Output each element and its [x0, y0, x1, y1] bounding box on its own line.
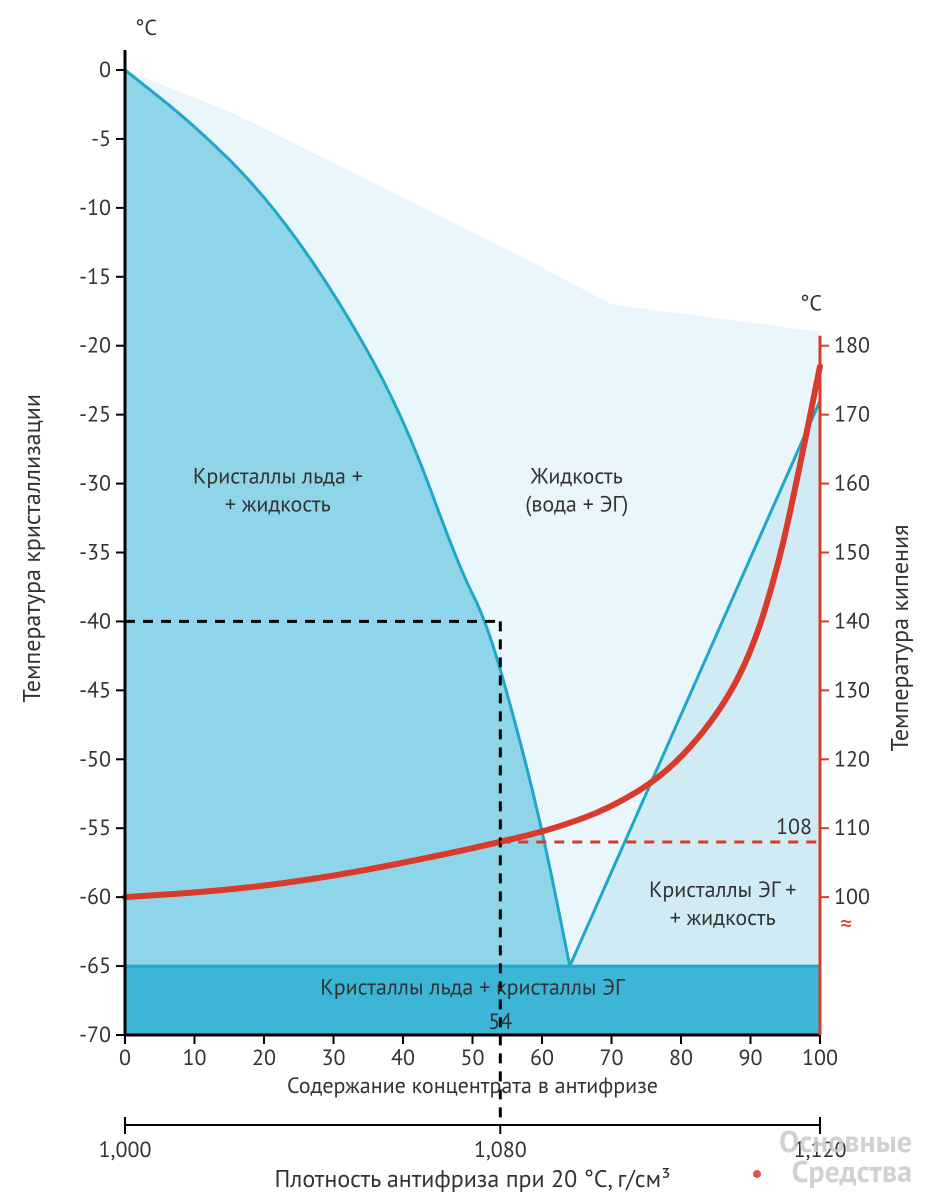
- x-conc-tick-label: 50: [461, 1044, 485, 1072]
- y-left-tick-label: -65: [79, 952, 111, 980]
- x-conc-tick-label: 10: [183, 1044, 207, 1072]
- y-left-tick-label: -35: [79, 539, 111, 567]
- y-right-tick-label: 130: [834, 676, 870, 704]
- axis-break-icon: ≈: [840, 908, 852, 939]
- y-left-unit: °C: [135, 14, 157, 42]
- y-right-unit: °C: [800, 290, 822, 318]
- y-right-tick-label: 140: [834, 607, 870, 635]
- x-conc-tick-label: 60: [530, 1044, 554, 1072]
- y-left-tick-label: -70: [79, 1021, 111, 1049]
- y-left-tick-label: -5: [91, 125, 111, 153]
- x-conc-tick-label: 100: [802, 1044, 838, 1072]
- x-conc-tick-label: 0: [119, 1044, 131, 1072]
- phase-diagram-chart: 108-70-65-60-55-50-45-40-35-30-25-20-15-…: [0, 0, 932, 1200]
- y-right-tick-label: 100: [834, 883, 870, 911]
- x-density-tick-label: 1,080: [474, 1136, 527, 1164]
- x-density-axis-label: Плотность антифриза при 20 °C, г/см³: [274, 1163, 670, 1194]
- label-ice-liquid-2: + жидкость: [225, 491, 331, 519]
- label-eg-liquid-1: Кристаллы ЭГ +: [649, 876, 796, 904]
- x-conc-axis-label: Содержание концентрата в антифризе: [287, 1072, 658, 1100]
- y-right-tick-label: 180: [834, 332, 870, 360]
- x-conc-tick-label: 70: [600, 1044, 624, 1072]
- x-density-tick-label: 1,000: [99, 1136, 152, 1164]
- y-left-tick-label: -15: [79, 263, 111, 291]
- y-left-tick-label: -40: [79, 607, 111, 635]
- y-right-tick-label: 160: [834, 470, 870, 498]
- x-conc-tick-label: 20: [252, 1044, 276, 1072]
- y-left-tick-label: -20: [79, 332, 111, 360]
- x-conc-tick-label: 80: [669, 1044, 693, 1072]
- label-ice-eg: Кристаллы льда + кристаллы ЭГ: [320, 974, 626, 1002]
- y-left-tick-label: -50: [79, 745, 111, 773]
- x-conc-tick-label: 40: [391, 1044, 415, 1072]
- annot-108: 108: [776, 813, 812, 841]
- chart-svg: 108-70-65-60-55-50-45-40-35-30-25-20-15-…: [0, 0, 932, 1200]
- svg-text:Средства: Средства: [792, 1152, 912, 1191]
- x-mark-54: 54: [488, 1008, 512, 1036]
- y-left-tick-label: -30: [79, 470, 111, 498]
- y-right-tick-label: 170: [834, 401, 870, 429]
- label-liquid-2: (вода + ЭГ): [525, 491, 628, 519]
- y-left-tick-label: 0: [99, 56, 111, 84]
- y-left-tick-label: -60: [79, 883, 111, 911]
- y-right-tick-label: 120: [834, 745, 870, 773]
- y-left-tick-label: -25: [79, 401, 111, 429]
- y-left-tick-label: -10: [79, 194, 111, 222]
- y-right-tick-label: 150: [834, 539, 870, 567]
- x-conc-tick-label: 90: [739, 1044, 763, 1072]
- y-right-tick-label: 110: [834, 814, 870, 842]
- label-eg-liquid-2: + жидкость: [670, 904, 776, 932]
- y-left-tick-label: -55: [79, 814, 111, 842]
- label-ice-liquid-1: Кристаллы льда +: [193, 463, 363, 491]
- y-left-axis-label: Температура кристаллизации: [16, 394, 47, 702]
- label-liquid-1: Жидкость: [530, 463, 623, 491]
- y-left-tick-label: -45: [79, 676, 111, 704]
- y-right-axis-label: Температура кипения: [884, 524, 915, 751]
- x-conc-tick-label: 30: [322, 1044, 346, 1072]
- watermark: ОсновныеСредства: [753, 1122, 912, 1191]
